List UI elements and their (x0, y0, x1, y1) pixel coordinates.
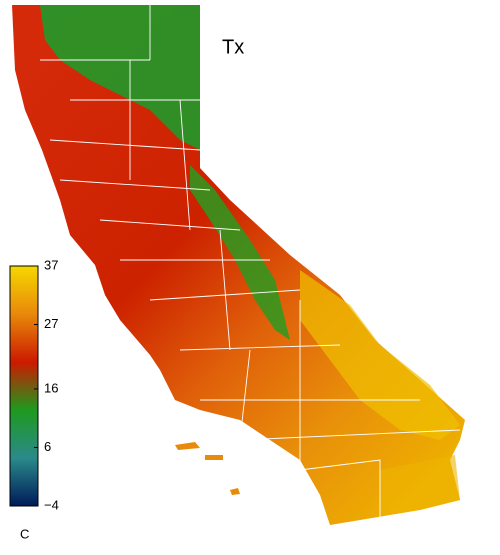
desert (300, 270, 460, 440)
colorbar: C 37 27 16 6 −4 (9, 257, 59, 541)
sierra-nevada (190, 165, 290, 340)
colorbar-tick-label: 37 (44, 257, 58, 272)
northern-mountains (40, 5, 200, 150)
colorbar-tick-label: 16 (44, 380, 58, 395)
channel-islands (175, 442, 240, 495)
county-lines (40, 5, 461, 520)
california-map (12, 5, 465, 525)
colorbar-unit: C (20, 526, 29, 541)
colorbar-gradient (9, 265, 39, 507)
colorbar-tick-label: 27 (44, 316, 58, 331)
colorbar-tick-label: 6 (44, 439, 51, 454)
map-title: Tx (222, 36, 244, 58)
colorbar-tick-label: −4 (44, 497, 59, 512)
southeast-desert (380, 455, 460, 515)
